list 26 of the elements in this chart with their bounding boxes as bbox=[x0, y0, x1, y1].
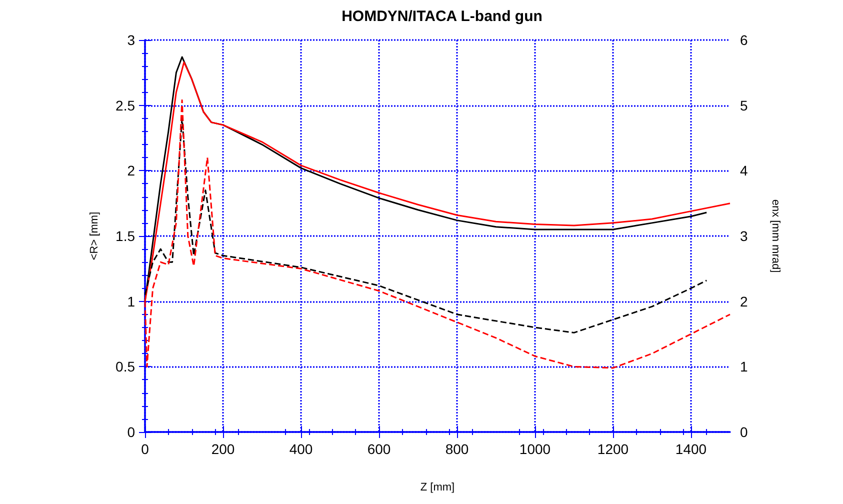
x-tick-label: 1200 bbox=[597, 441, 629, 457]
y-tick-label: 1.5 bbox=[116, 228, 136, 244]
x-tick-label: 200 bbox=[211, 441, 235, 457]
x-tick-label: 800 bbox=[445, 441, 469, 457]
x-axis-title: Z [mm] bbox=[420, 482, 455, 494]
y2-tick-label: 1 bbox=[740, 358, 748, 375]
y-axis-title: <R> [mm] bbox=[88, 212, 100, 260]
y-tick-label: 2.5 bbox=[116, 97, 136, 114]
y-tick-label: 3 bbox=[127, 32, 136, 48]
y2-axis-title: enx [mm mrad] bbox=[770, 199, 782, 273]
x-tick-label: 600 bbox=[367, 441, 391, 457]
y-tick-label: 2 bbox=[127, 162, 136, 179]
y-tick-label: 1 bbox=[127, 293, 136, 310]
chart-title: HOMDYN/ITACA L-band gun bbox=[342, 8, 542, 25]
x-tick-label: 0 bbox=[141, 441, 150, 457]
y2-tick-label: 3 bbox=[740, 228, 748, 244]
y-tick-label: 0.5 bbox=[116, 358, 136, 375]
x-tick-label: 1000 bbox=[519, 441, 551, 457]
y2-tick-label: 0 bbox=[740, 424, 748, 440]
y2-tick-label: 2 bbox=[740, 293, 748, 310]
x-tick-label: 1400 bbox=[675, 441, 707, 457]
y2-tick-label: 4 bbox=[740, 162, 748, 179]
y-tick-label: 0 bbox=[127, 424, 136, 440]
y2-tick-label: 5 bbox=[740, 97, 748, 114]
x-tick-label: 400 bbox=[289, 441, 313, 457]
y2-tick-label: 6 bbox=[740, 32, 748, 48]
